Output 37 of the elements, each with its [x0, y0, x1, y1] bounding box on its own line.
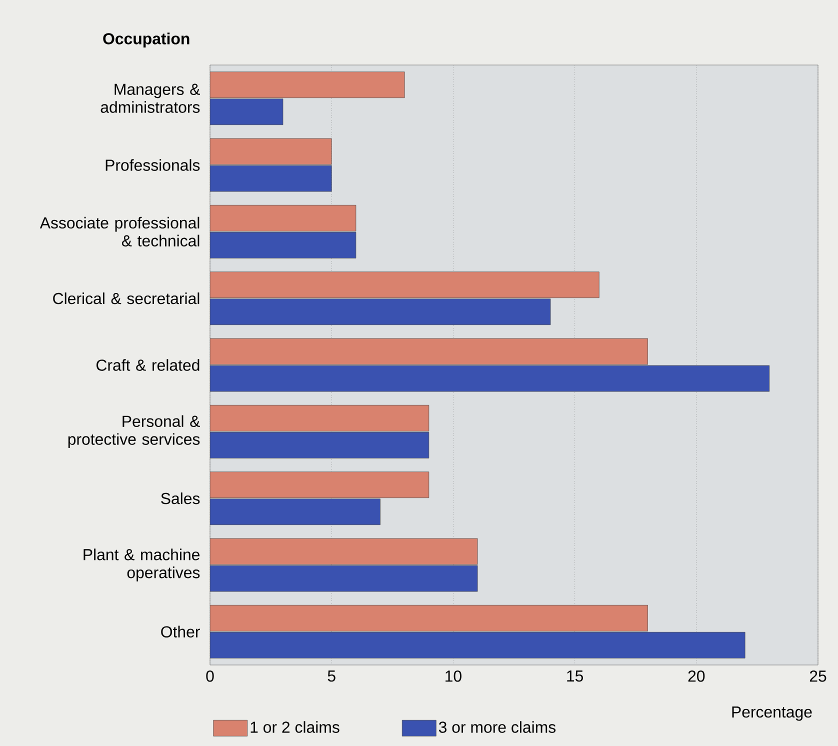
x-axis-title: Percentage — [732, 706, 812, 721]
legend-label: 3 or more claims — [438, 721, 556, 733]
bar — [210, 232, 356, 258]
bar — [210, 365, 770, 392]
bar — [210, 404, 430, 432]
bar — [210, 298, 551, 326]
bar — [210, 472, 430, 498]
x-tick-label: 10 — [446, 670, 462, 682]
bar — [210, 338, 648, 365]
legend-label: 1 or 2 claims — [250, 721, 340, 733]
bar — [210, 565, 478, 592]
y-tick-label: Craft & related — [96, 359, 200, 371]
y-tick-label: Personal & protective services — [68, 415, 200, 448]
bar — [210, 272, 600, 298]
bar — [210, 138, 332, 165]
x-tick-label: 5 — [328, 670, 336, 682]
y-tick-label: Associate professional & technical — [40, 216, 200, 246]
x-tick-label: 20 — [688, 670, 705, 682]
bar — [210, 538, 478, 565]
x-tick-label: 25 — [810, 670, 826, 682]
bar — [210, 165, 332, 192]
bar — [210, 204, 356, 232]
bar — [210, 98, 284, 126]
bar — [210, 498, 380, 526]
y-tick-label: Clerical & secretarial — [53, 292, 200, 304]
bar — [210, 72, 405, 98]
x-tick-label: 0 — [206, 670, 214, 682]
x-tick-label: 15 — [567, 670, 583, 682]
y-tick-label: Managers & administrators — [100, 84, 200, 113]
bar — [210, 432, 430, 458]
y-tick-label: Plant & machine operatives — [84, 548, 200, 582]
y-tick-label: Professionals — [106, 159, 200, 171]
y-tick-label: Sales — [161, 492, 200, 504]
y-tick-label: Other — [161, 626, 200, 638]
chart-title: Occupation — [103, 32, 190, 48]
bar — [210, 604, 648, 632]
bar — [210, 632, 746, 658]
